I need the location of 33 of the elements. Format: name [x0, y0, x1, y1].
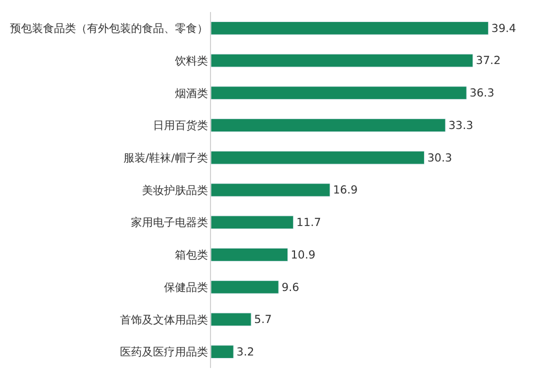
data-label: 11.7 [296, 216, 322, 230]
y-tick-label: 日用百货类 [152, 119, 208, 132]
y-tick-label: 预包装食品类（有外包装的食品、零食） [10, 22, 208, 36]
y-tick-label: 箱包类 [174, 248, 208, 262]
bar [211, 54, 474, 68]
bar [211, 312, 252, 326]
bar [211, 150, 425, 164]
data-label: 16.9 [333, 184, 358, 197]
y-tick-label: 美妆护肤品类 [142, 184, 208, 197]
bar [211, 183, 330, 197]
y-tick-label: 保健品类 [164, 280, 208, 294]
y-tick-label: 烟酒类 [174, 86, 208, 100]
data-label: 33.3 [448, 118, 474, 132]
data-label: 36.3 [470, 86, 494, 100]
y-tick-label: 家用电子电器类 [130, 216, 208, 230]
bar [211, 118, 446, 132]
bar [211, 86, 467, 100]
bar [211, 248, 288, 262]
data-label: 3.2 [236, 346, 254, 359]
y-tick-label: 首饰及文体用品类 [120, 313, 208, 326]
y-tick-label: 服装/鞋袜/帽子类 [123, 151, 208, 164]
data-label: 9.6 [282, 280, 300, 294]
data-label: 39.4 [491, 22, 516, 35]
bar [211, 280, 279, 294]
data-label: 30.3 [427, 151, 452, 164]
data-label: 10.9 [290, 248, 316, 262]
bar [211, 216, 294, 230]
bar [211, 21, 489, 35]
data-label: 37.2 [476, 54, 501, 68]
y-tick-label: 医药及医疗用品类 [120, 346, 208, 359]
data-label: 5.7 [254, 313, 272, 326]
y-tick-label: 饮料类 [174, 54, 208, 68]
bar [211, 345, 234, 359]
